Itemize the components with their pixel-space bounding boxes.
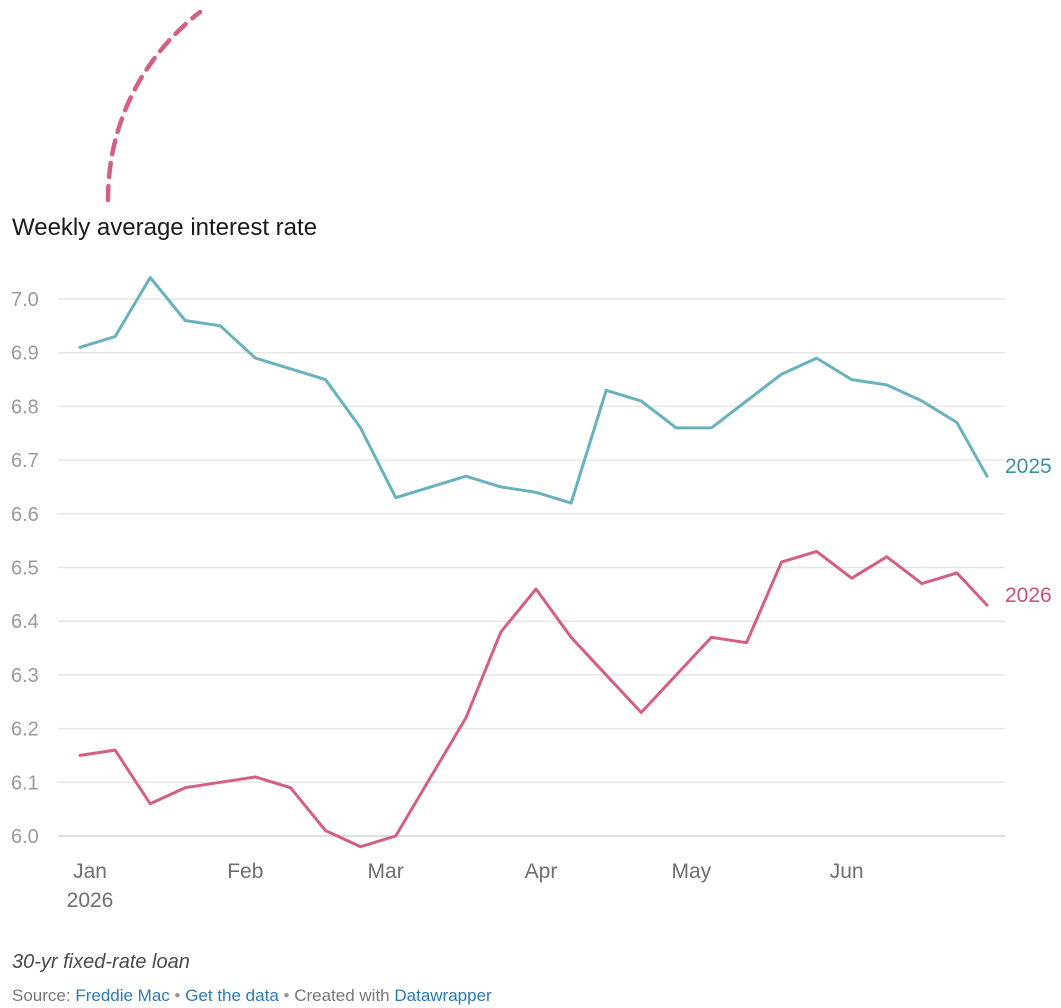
y-tick-label: 6.1: [11, 772, 39, 794]
y-tick-label: 6.9: [11, 343, 39, 365]
x-tick-sublabel: 2026: [67, 889, 114, 912]
x-tick-label: Jan: [73, 860, 107, 883]
series-line-2026: [78, 549, 989, 849]
datawrapper-link[interactable]: Datawrapper: [394, 986, 492, 1005]
created-prefix: Created with: [294, 986, 395, 1005]
y-tick-label: 6.3: [11, 665, 39, 687]
x-tick-label: Apr: [525, 860, 558, 883]
y-tick-label: 6.0: [11, 826, 39, 848]
series-line-2025: [78, 276, 989, 505]
footer-separator: •: [169, 986, 186, 1005]
y-tick-label: 6.8: [11, 396, 39, 418]
x-tick-label: May: [671, 860, 711, 883]
x-axis-ticks: Jan 2026 Feb Mar Apr May Jun: [67, 860, 864, 912]
series-label-2026: 2026: [1005, 584, 1052, 607]
annotation-dashed-arc: [105, 9, 203, 203]
gridlines: [58, 298, 1005, 837]
footer-separator: •: [278, 986, 295, 1005]
source-link[interactable]: Freddie Mac: [75, 986, 170, 1005]
y-tick-label: 6.2: [11, 719, 39, 741]
source-prefix: Source:: [12, 986, 76, 1005]
y-axis-ticks: 6.0 6.1 6.2 6.3 6.4 6.5 6.6 6.7 6.8 6.9 7.0: [11, 289, 39, 848]
series-labels: 2025 2026: [1005, 455, 1052, 607]
y-tick-label: 6.5: [11, 558, 39, 580]
y-tick-label: 6.4: [11, 611, 39, 633]
series-lines: [78, 276, 989, 849]
line-chart: 6.0 6.1 6.2 6.3 6.4 6.5 6.6 6.7 6.8 6.9 7.0 Jan 202…: [11, 9, 1052, 912]
y-tick-label: 6.6: [11, 504, 39, 526]
series-label-2025: 2025: [1005, 455, 1052, 478]
chart-notes: 30-yr fixed-rate loan: [12, 951, 190, 973]
x-tick-label: Feb: [227, 860, 263, 883]
chart-footer: Source: Freddie Mac • Get the data • Cre…: [12, 986, 492, 1006]
y-tick-label: 6.7: [11, 450, 39, 472]
y-tick-label: 7.0: [11, 289, 39, 311]
x-tick-label: Mar: [368, 860, 404, 883]
get-data-link[interactable]: Get the data: [185, 986, 279, 1005]
x-tick-label: Jun: [830, 860, 864, 883]
chart-title: Weekly average interest rate: [12, 214, 318, 241]
